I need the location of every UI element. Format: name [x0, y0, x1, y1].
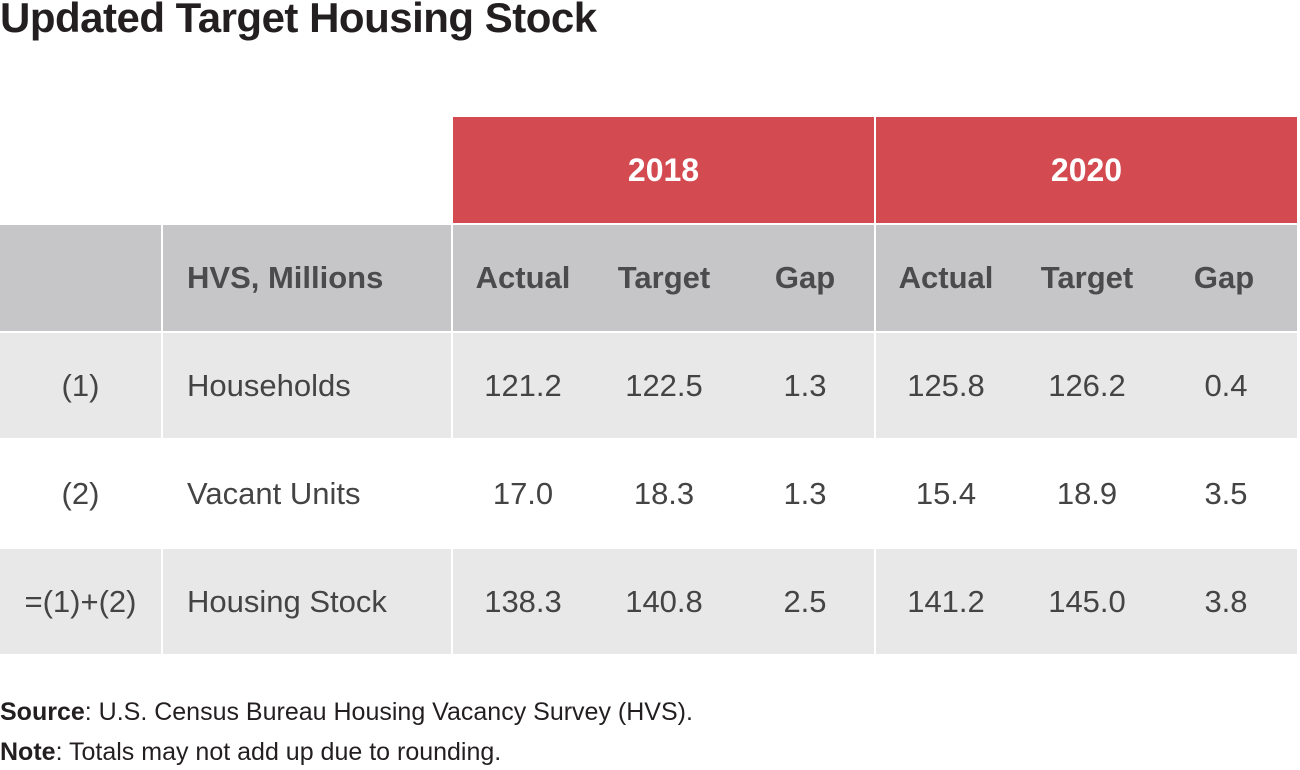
value-cell: 18.9 [1056, 475, 1118, 511]
header-ref-cell [0, 225, 161, 331]
value-cell: 126.2 [1048, 367, 1126, 403]
value-cell: 140.8 [625, 583, 703, 619]
row-ref-3: =(1)+(2) [0, 549, 161, 654]
column-header-target-2018: Target [617, 260, 711, 295]
row-3-group-2018: 138.3 140.8 2.5 [453, 549, 874, 654]
value-cell: 1.3 [783, 475, 827, 511]
note-text: : Totals may not add up due to rounding. [55, 738, 502, 766]
source-label: Source [0, 698, 85, 726]
value-cell: 2.5 [783, 583, 827, 619]
value-cell: 18.3 [633, 475, 695, 511]
column-header-gap-2018: Gap [774, 260, 836, 295]
value-cell: 121.2 [484, 367, 562, 403]
note-label: Note [0, 738, 56, 766]
value-cell: 0.4 [1204, 367, 1248, 403]
row-2-group-2020: 15.4 18.9 3.5 [876, 440, 1297, 547]
row-ref-1: (1) [0, 333, 161, 438]
row-label-households: Households [163, 333, 451, 438]
row-ref-2: (2) [0, 440, 161, 547]
source-text: : U.S. Census Bureau Housing Vacancy Sur… [84, 698, 693, 726]
value-cell: 125.8 [907, 367, 985, 403]
value-cell: 17.0 [492, 475, 554, 511]
value-cell: 122.5 [625, 367, 703, 403]
value-cell: 145.0 [1048, 583, 1126, 619]
header-label: HVS, Millions [163, 225, 451, 331]
row-3-group-2020: 141.2 145.0 3.8 [876, 549, 1297, 654]
value-cell: 15.4 [915, 475, 977, 511]
year-header-2020: 2020 [876, 117, 1297, 223]
row-2-group-2018: 17.0 18.3 1.3 [453, 440, 874, 547]
column-header-actual-2020: Actual [898, 260, 994, 295]
row-1-group-2020: 125.8 126.2 0.4 [876, 333, 1297, 438]
value-cell: 1.3 [783, 367, 827, 403]
column-header-actual-2018: Actual [475, 260, 571, 295]
year-header-2018: 2018 [453, 117, 874, 223]
value-cell: 3.5 [1204, 475, 1248, 511]
row-1-group-2018: 121.2 122.5 1.3 [453, 333, 874, 438]
row-label-housing-stock: Housing Stock [163, 549, 451, 654]
header-group-2018: Actual Target Gap [453, 225, 874, 331]
rounding-note: Note: Totals may not add up due to round… [0, 738, 501, 767]
value-cell: 138.3 [484, 583, 562, 619]
page-title: Updated Target Housing Stock [0, 0, 597, 41]
value-cell: 3.8 [1204, 583, 1248, 619]
header-group-2020: Actual Target Gap [876, 225, 1297, 331]
source-note: Source: U.S. Census Bureau Housing Vacan… [0, 698, 693, 727]
row-label-vacant-units: Vacant Units [163, 440, 451, 547]
column-header-target-2020: Target [1040, 260, 1134, 295]
value-cell: 141.2 [907, 583, 985, 619]
column-header-gap-2020: Gap [1193, 260, 1255, 295]
